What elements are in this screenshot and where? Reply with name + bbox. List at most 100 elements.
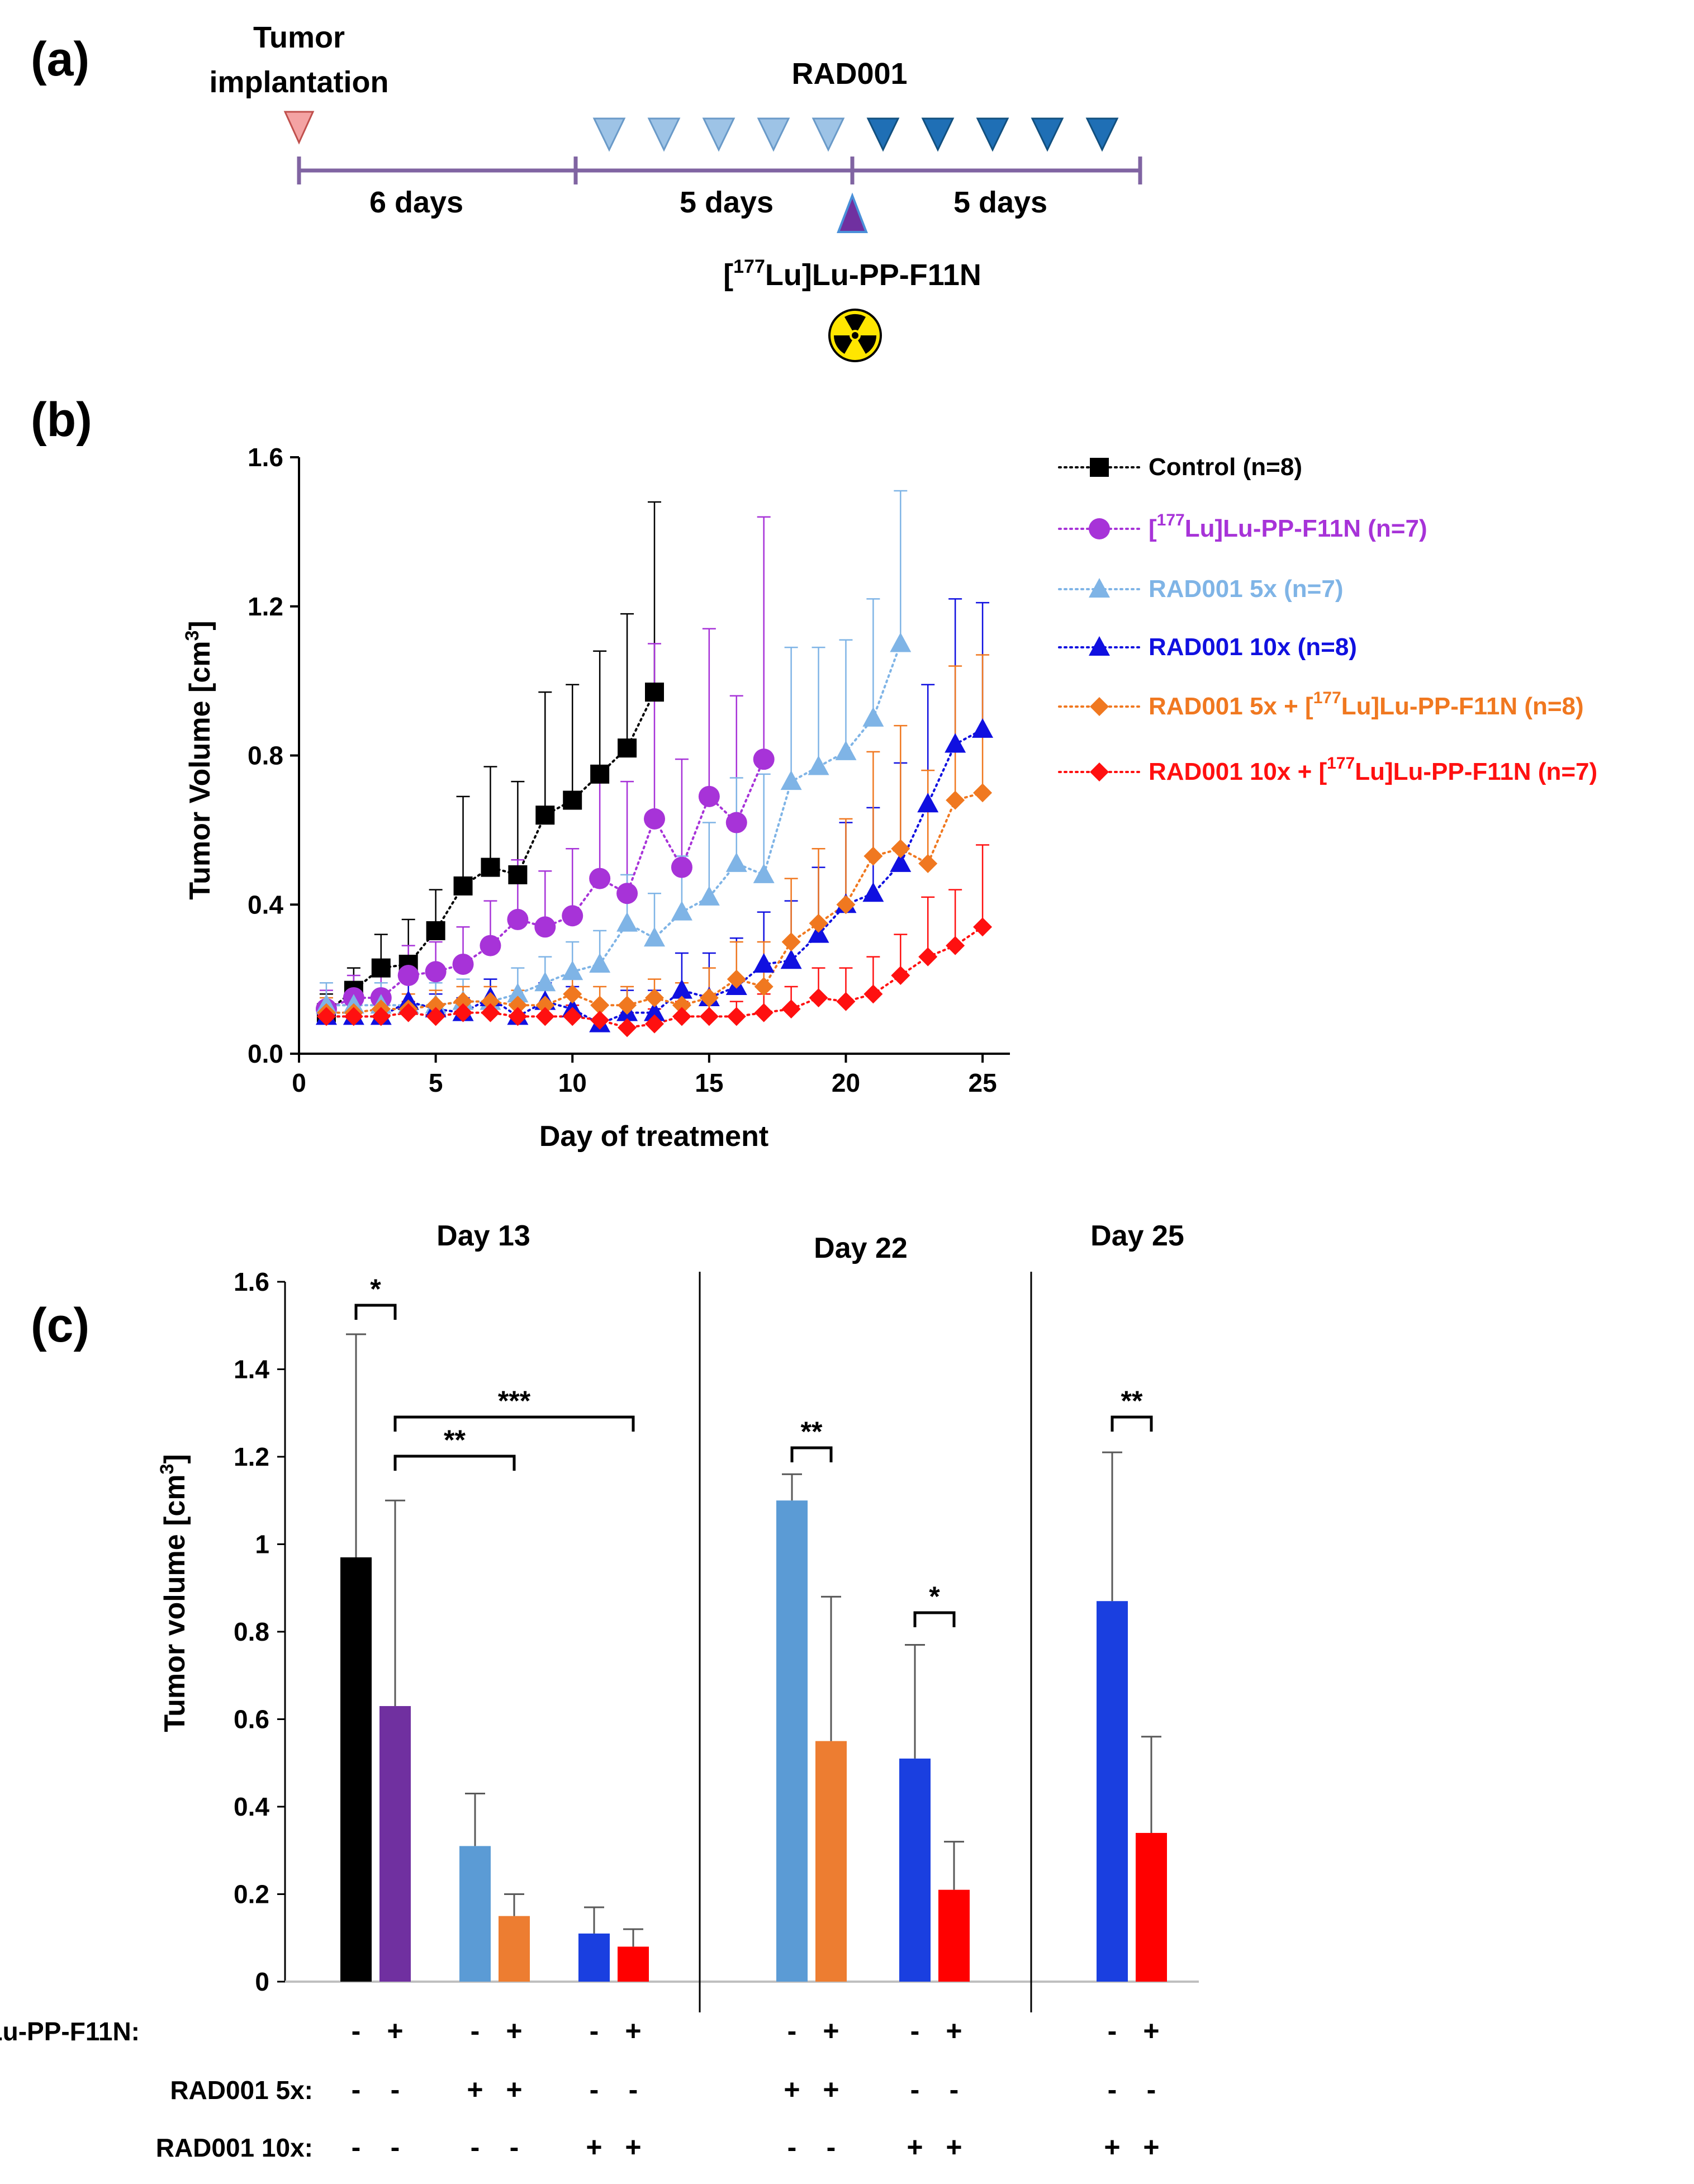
data-point (725, 852, 747, 872)
bar (499, 1916, 530, 1982)
bar (938, 1889, 970, 1982)
data-point (398, 1003, 418, 1022)
legend-label: RAD001 10x (n=8) (1149, 633, 1357, 661)
bar (459, 1846, 491, 1982)
treatment-sign: + (1143, 2131, 1159, 2163)
legend-marker (1089, 636, 1110, 656)
data-point (644, 927, 665, 947)
data-point (426, 1007, 445, 1026)
treatment-sign: + (625, 2131, 641, 2163)
significance-label: * (929, 1581, 940, 1612)
data-point (946, 936, 965, 955)
data-point (809, 988, 828, 1007)
bar (815, 1741, 847, 1982)
rad001-dose-marker-icon (866, 117, 900, 152)
data-point (808, 755, 829, 775)
rad001-dose-markers (592, 117, 1119, 152)
data-point (946, 790, 965, 810)
legend-marker (1090, 697, 1109, 716)
treatment-sign: - (352, 2074, 361, 2105)
treatment-sign: + (467, 2074, 483, 2105)
treatment-sign: - (352, 2015, 361, 2046)
significance-label: * (370, 1273, 381, 1305)
data-point (425, 961, 447, 983)
data-point (835, 740, 857, 760)
treatment-sign: - (391, 2131, 400, 2163)
tumor-label-line1: Tumor (253, 21, 345, 54)
data-point (753, 748, 775, 770)
bar-y-tick-label: 1.6 (234, 1267, 269, 1296)
legend-label: RAD001 10x + [177Lu]Lu-PP-F11N (n=7) (1149, 754, 1597, 785)
bar-y-tick-label: 0 (255, 1967, 269, 1996)
treatment-sign: + (506, 2015, 522, 2046)
y-tick-label: 0.0 (248, 1039, 283, 1068)
treatment-sign: + (946, 2015, 962, 2046)
y-tick-label: 1.6 (248, 443, 283, 472)
data-point (618, 996, 637, 1015)
significance-label: ** (801, 1416, 823, 1447)
legend-marker (1089, 518, 1110, 539)
data-point (508, 996, 528, 1015)
rad001-dose-marker-icon (702, 117, 736, 152)
data-point (534, 916, 556, 938)
row-label-lu: [177Lu]Lu-PP-F11N: (0, 2014, 140, 2046)
x-tick-label: 20 (832, 1068, 860, 1097)
treatment-sign: + (1143, 2015, 1159, 2046)
data-point (890, 852, 912, 872)
treatment-sign: - (510, 2131, 519, 2163)
data-point (563, 984, 582, 1004)
panel-c-label: (c) (31, 1299, 89, 1352)
rad001-dose-marker-icon (1031, 117, 1064, 152)
y-tick-label: 1.2 (248, 592, 283, 621)
period-5-days-a: 5 days (680, 186, 774, 219)
rad001-dose-marker-icon (976, 117, 1009, 152)
legend-label: RAD001 5x (n=7) (1149, 575, 1343, 603)
rad001-dose-marker-icon (921, 117, 955, 152)
panel-a-label: (a) (31, 32, 89, 86)
significance-bracket (1111, 1415, 1153, 1432)
data-point (590, 1010, 610, 1030)
bar-y-tick-label: 1 (255, 1530, 269, 1559)
bar (1136, 1832, 1167, 1982)
bar-chart: 0 0.2 0.4 0.6 0.8 1 1.2 1.4 1.6 Day 13 Day 22 Day 2… (0, 1220, 1199, 2163)
rad001-dose-marker-icon (757, 117, 790, 152)
group-title: Day 22 (814, 1232, 908, 1264)
period-5-days-b: 5 days (953, 186, 1047, 219)
data-point (754, 1003, 774, 1022)
x-tick-label: 5 (429, 1068, 443, 1097)
data-point (808, 923, 829, 943)
data-point (809, 913, 828, 933)
timeline-schematic: Tumor implantation RAD001 6 days 5 days … (210, 21, 1142, 362)
data-point (891, 965, 910, 985)
rad001-dose-marker-icon (592, 117, 626, 152)
data-point (862, 882, 884, 902)
data-point (781, 999, 801, 1018)
data-point (671, 901, 692, 921)
row-label-rad5: RAD001 5x: (170, 2076, 313, 2105)
row-label-rad10: RAD001 10x: (156, 2133, 313, 2162)
x-tick-label: 15 (695, 1068, 723, 1097)
data-point (316, 1007, 336, 1026)
rad001-label: RAD001 (791, 57, 907, 91)
bar-chart-axes: 0 0.2 0.4 0.6 0.8 1 1.2 1.4 1.6 Day 13 Day 22 Day 2… (234, 1220, 1199, 2012)
data-point (508, 865, 528, 884)
data-point (426, 996, 445, 1015)
data-point (507, 908, 529, 930)
data-point (918, 947, 938, 967)
data-point (618, 738, 637, 758)
lu-injection-marker-icon (837, 192, 868, 233)
data-point (727, 969, 746, 989)
data-point (753, 863, 775, 883)
lu-label: [177Lu]Lu-PP-F11N (723, 256, 981, 292)
radiation-hazard-icon (828, 309, 882, 362)
treatment-sign: - (910, 2074, 920, 2105)
rad001-dose-marker-icon (1085, 117, 1119, 152)
bar-chart-bars (340, 1500, 1167, 1982)
series-line (325, 642, 902, 1007)
bar-y-tick-label: 0.8 (234, 1617, 269, 1646)
data-point (698, 785, 720, 807)
data-point (344, 1007, 363, 1026)
bar (1097, 1601, 1128, 1982)
treatment-sign: - (1147, 2074, 1156, 2105)
data-point (562, 960, 583, 980)
